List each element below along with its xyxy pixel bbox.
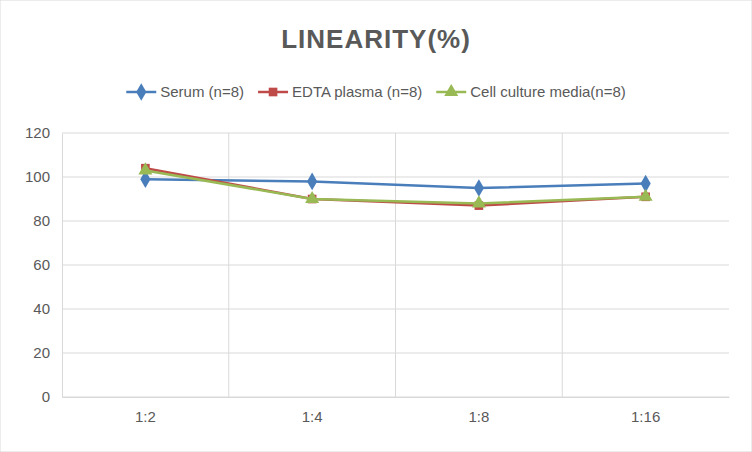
legend-marker (136, 83, 146, 101)
y-axis-line (62, 134, 63, 398)
y-tick: 0 (42, 388, 62, 405)
x-tick: 1:2 (135, 397, 156, 425)
x-tick: 1:4 (302, 397, 323, 425)
x-tick-label: 1:8 (468, 408, 489, 425)
y-tick: 80 (33, 212, 62, 229)
y-tick: 40 (33, 300, 62, 317)
title: LINEARITY(%) (281, 24, 471, 54)
legend-label: Serum (n=8) (160, 83, 244, 100)
y-tick: 120 (25, 124, 62, 141)
y-tick-label: 80 (33, 212, 50, 229)
series-line (145, 168, 645, 205)
series-marker (307, 173, 317, 191)
series-line (145, 170, 645, 203)
y-tick: 20 (33, 344, 62, 361)
x-tick-label: 1:2 (135, 408, 156, 425)
legend-marker (269, 88, 278, 97)
background (0, 0, 752, 452)
series-marker (305, 191, 319, 203)
grid (62, 133, 729, 397)
y-tick-label: 40 (33, 300, 50, 317)
x-tick-label: 1:16 (631, 408, 660, 425)
plot-area (138, 162, 652, 210)
y-tick-label: 100 (25, 168, 50, 185)
x-tick-label: 1:4 (302, 408, 323, 425)
category-divider (228, 133, 229, 397)
legend: Serum (n=8) EDTA plasma (n=8) Cell culture… (126, 83, 626, 101)
y-tick-label: 20 (33, 344, 50, 361)
series-marker (472, 195, 486, 207)
category-divider (562, 133, 563, 397)
legend-item: Serum (n=8) (126, 83, 244, 101)
x-tick: 1:8 (468, 397, 489, 425)
y-tick: 60 (33, 256, 62, 273)
series-marker (138, 162, 152, 174)
series-marker (639, 189, 653, 201)
legend-label: EDTA plasma (n=8) (292, 83, 422, 100)
legend-item: Cell culture media(n=8) (436, 83, 626, 100)
x-tick: 1:16 (631, 397, 660, 425)
legend-item: EDTA plasma (n=8) (258, 83, 422, 100)
chart: LINEARITY(%) 0 20 40 60 80 100 120 1:2 1:4 1:8 1:16… (0, 0, 752, 452)
x-axis: 1:2 1:4 1:8 1:16 (63, 397, 730, 425)
legend-marker (444, 84, 458, 96)
y-axis: 0 20 40 60 80 100 120 (25, 124, 63, 405)
legend-label: Cell culture media(n=8) (470, 83, 626, 100)
y-tick-label: 0 (42, 388, 50, 405)
y-tick: 100 (25, 168, 62, 185)
x-axis-line (63, 397, 730, 398)
y-tick-label: 60 (33, 256, 50, 273)
category-divider (395, 133, 396, 397)
y-tick-label: 120 (25, 124, 50, 141)
series-marker (474, 179, 484, 197)
